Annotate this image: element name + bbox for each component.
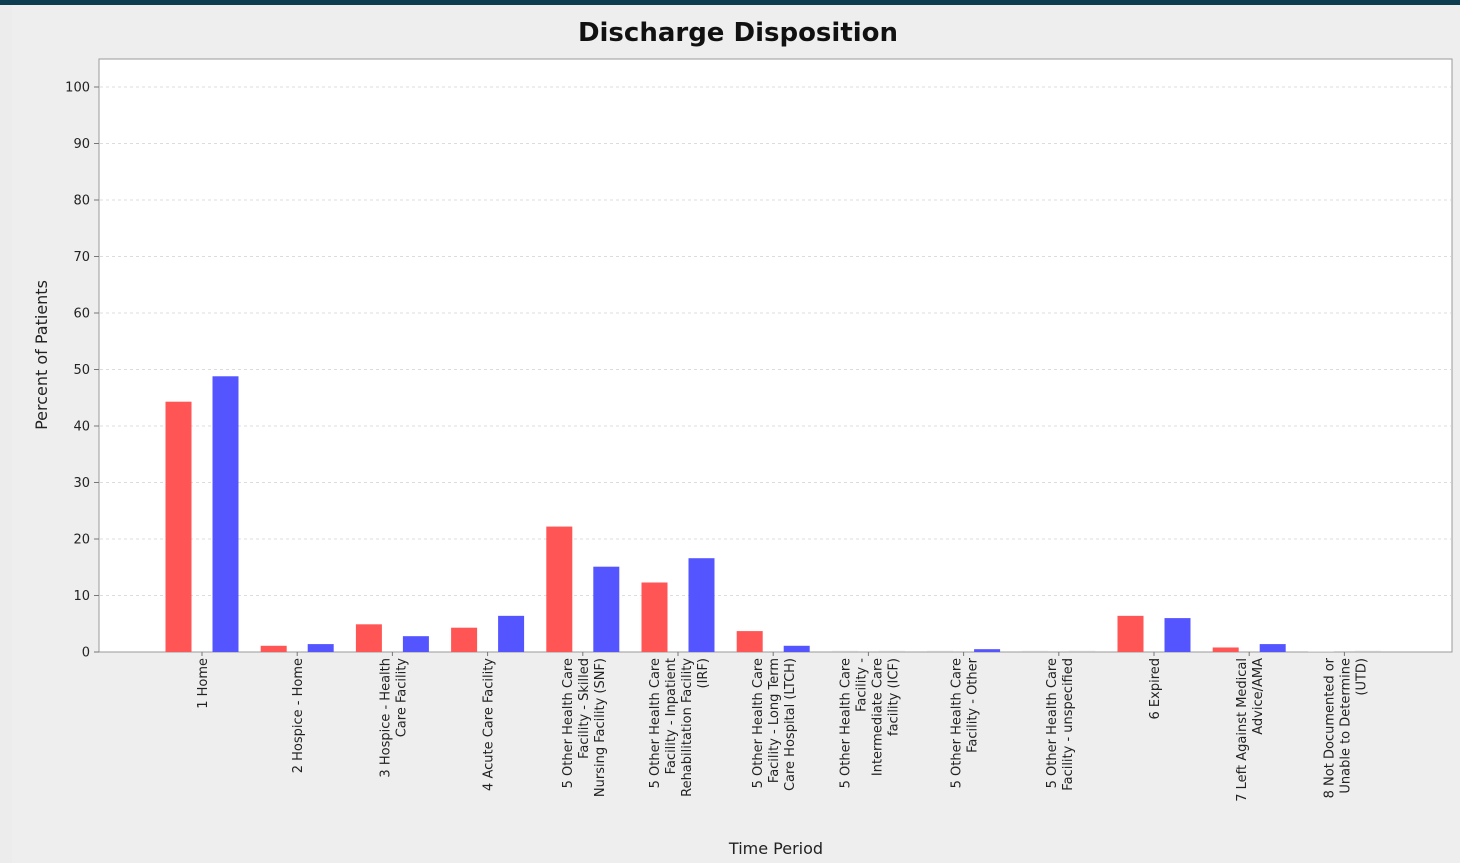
x-tick-label: 2 Hospice - Home [291,658,306,773]
x-tick-label-line: 7 Left Against Medical [1235,658,1250,802]
x-tick-label-line: Nursing Facility (SNF) [593,658,608,797]
x-tick-label-line: 5 Other Health Care [838,658,853,788]
x-tick-label-line: Unable to Determine [1338,658,1353,794]
x-tick-label-line: 4 Acute Care Facility [482,658,497,791]
x-tick-label-line: Facility - Other [966,657,981,753]
y-tick-label: 90 [73,137,90,152]
y-tick-label: 80 [73,194,90,209]
x-tick-label-line: Intermediate Care [870,658,885,776]
x-tick-label: 5 Other Health Care Facility - Skilled Nur… [561,658,608,797]
x-tick-label-line: Advice/AMA [1251,658,1266,735]
bars [165,376,1381,652]
x-tick-label-line: 5 Other Health Care [1045,658,1060,788]
y-tick-label: 100 [65,81,90,96]
x-tick-label-line: 5 Other Health Care [561,658,576,788]
x-tick-label-line: Facility - [854,658,869,712]
bar-series-2 [688,558,715,652]
bar-series-1 [1022,650,1049,652]
y-tick-label: 50 [73,363,90,378]
x-tick-label-line: 5 Other Health Care [751,658,766,788]
y-axis-label: Percent of Patients [32,280,51,430]
bar-series-1 [1307,651,1334,652]
x-tick-label: 7 Left Against Medical Advice/AMA [1235,658,1266,802]
y-tick-label: 60 [73,307,90,322]
x-tick-label-line: 2 Hospice - Home [291,658,306,773]
x-tick-label-line: Facility - unspecified [1061,658,1076,791]
bar-series-2 [1354,650,1381,652]
bar-series-2 [974,649,1001,652]
x-tick-label-line: 3 Hospice - Health [378,658,393,778]
x-tick-label-line: Facility - Inpatient [664,658,679,774]
bar-series-1 [1117,615,1144,652]
x-tick-label: 3 Hospice - Health Care Facility [378,658,409,778]
x-tick-label-line: Facility - Skilled [577,658,592,759]
y-tick-label: 0 [82,646,90,661]
x-tick-label-line: 8 Not Documented or [1322,657,1337,798]
x-tick-label-line: 6 Expired [1148,658,1163,719]
x-tick-label-line: 5 Other Health Care [648,658,663,788]
bar-series-1 [927,650,954,652]
x-tick-label: 5 Other Health Care Facility - Long Term C… [751,658,798,791]
x-tick-label: 5 Other Health Care Facility - Intermediat… [838,658,901,789]
chart-title: Discharge Disposition [578,18,898,48]
y-axis-ticks: 0 10 20 30 40 50 60 70 80 90 100 [65,81,99,661]
x-tick-label: 8 Not Documented or Unable to Determine (U… [1322,657,1369,798]
x-tick-label-line: Care Facility [394,658,409,738]
x-axis-label: Time Period [728,839,823,858]
x-tick-label-line: (UTD) [1354,658,1369,696]
y-tick-label: 70 [73,250,90,265]
plot-area [98,58,1453,653]
bar-series-2 [1164,618,1191,652]
bar-series-2 [498,615,525,652]
x-axis-category-labels: 1 Home 2 Hospice - Home 3 Hospice - Health… [196,652,1369,802]
bar-series-2 [783,645,810,652]
x-tick-label-line: facility (ICF) [886,658,901,736]
bar-series-2 [593,566,620,652]
y-tick-label: 30 [73,476,90,491]
bar-series-1 [355,624,382,652]
bar-series-2 [1069,650,1096,652]
x-tick-label: 1 Home [196,658,211,709]
bar-series-1 [1212,647,1239,652]
x-tick-label-line: Care Hospital (LTCH) [783,658,798,791]
bar-series-1 [546,526,573,652]
bar-series-1 [260,645,287,652]
bar-series-1 [736,631,763,652]
x-tick-label: 5 Other Health Care Facility - Inpatient R… [648,658,711,797]
x-tick-label-line: Rehabilitation Facility [680,658,695,797]
bar-series-1 [831,650,858,652]
y-tick-label: 40 [73,420,90,435]
x-tick-label: 4 Acute Care Facility [482,658,497,791]
x-tick-label-line: (IRF) [696,658,711,689]
x-tick-label-line: Facility - Long Term [767,658,782,783]
x-tick-label-line: 5 Other Health Care [950,658,965,788]
bar-series-2 [212,376,239,652]
x-tick-label: 5 Other Health Care Facility - Other [950,657,981,788]
x-tick-label: 6 Expired [1148,658,1163,719]
y-tick-label: 10 [73,589,90,604]
y-tick-label: 20 [73,533,90,548]
x-tick-label: 5 Other Health Care Facility - unspecifie… [1045,658,1076,791]
bar-series-2 [878,650,905,652]
bar-series-1 [165,401,192,652]
bar-series-2 [307,644,334,652]
bar-series-1 [641,582,668,652]
bar-series-2 [402,636,429,652]
bar-series-1 [451,627,478,652]
x-tick-label-line: 1 Home [196,658,211,709]
top-accent-bar [0,0,1460,5]
bar-series-2 [1259,644,1286,652]
